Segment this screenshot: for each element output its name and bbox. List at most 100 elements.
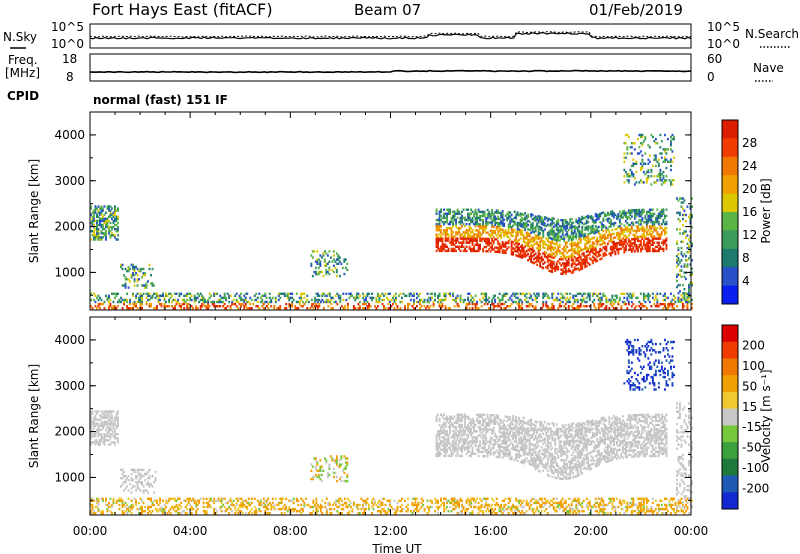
data-cell [650, 208, 653, 211]
data-cell [585, 219, 588, 222]
data-cell [602, 223, 605, 227]
data-cell [322, 292, 325, 295]
data-cell [603, 214, 606, 218]
data-cell [617, 237, 620, 241]
data-cell [528, 302, 531, 306]
data-cell [498, 455, 501, 459]
data-cell [657, 243, 660, 246]
data-cell [138, 468, 140, 472]
data-cell [321, 294, 324, 297]
data-cell [316, 262, 319, 265]
data-cell [648, 225, 651, 228]
data-cell [677, 248, 680, 252]
data-cell [378, 294, 381, 297]
data-cell [519, 431, 522, 435]
data-cell [676, 275, 678, 278]
data-cell [560, 272, 563, 275]
data-cell [584, 263, 587, 267]
data-cell [587, 235, 590, 238]
data-cell [635, 160, 638, 163]
data-cell [617, 241, 620, 245]
data-cell [387, 298, 390, 302]
data-cell [93, 230, 95, 233]
data-cell [651, 235, 654, 238]
data-cell [156, 307, 158, 310]
data-cell [576, 252, 579, 256]
data-cell [510, 455, 513, 459]
data-cell [503, 218, 506, 221]
data-cell [93, 418, 95, 421]
data-cell [627, 230, 630, 233]
data-cell [346, 302, 349, 306]
data-cell [551, 296, 554, 300]
data-cell [450, 454, 453, 458]
data-cell [635, 296, 638, 300]
data-cell [462, 241, 465, 244]
data-cell [594, 229, 597, 232]
data-cell [485, 217, 488, 220]
data-cell [142, 272, 145, 275]
data-cell [265, 300, 268, 304]
data-cell [512, 437, 515, 441]
data-cell [497, 240, 500, 243]
data-cell [557, 220, 560, 224]
data-cell [639, 243, 642, 247]
data-cell [530, 248, 533, 251]
data-cell [546, 254, 549, 257]
data-cell [452, 231, 454, 234]
data-cell [325, 264, 328, 267]
data-cell [130, 491, 133, 494]
data-cell [419, 298, 421, 302]
data-cell [325, 298, 328, 302]
data-cell [115, 437, 118, 440]
data-cell [647, 239, 650, 242]
data-cell [446, 417, 448, 420]
data-cell [129, 280, 131, 283]
data-cell [102, 223, 104, 227]
data-cell [138, 296, 140, 300]
data-cell [468, 446, 471, 449]
data-cell [489, 453, 492, 456]
data-cell [534, 229, 537, 233]
data-cell [368, 305, 370, 308]
data-cell [623, 152, 626, 155]
data-cell [160, 302, 163, 306]
data-cell [602, 242, 605, 245]
data-cell [587, 227, 590, 230]
data-cell [588, 244, 591, 248]
data-cell [492, 225, 495, 228]
data-cell [653, 229, 656, 232]
freq-panel: Freq. [MHz] 18 8 60 0 Nave [5, 52, 784, 84]
data-cell [509, 211, 512, 214]
data-cell [590, 237, 593, 241]
data-cell [325, 262, 328, 265]
data-cell [525, 430, 528, 433]
data-cell [543, 242, 546, 246]
data-cell [99, 439, 101, 442]
data-cell [324, 300, 327, 304]
data-cell [667, 302, 669, 306]
data-cell [94, 439, 97, 442]
data-cell [102, 215, 104, 218]
data-cell [642, 140, 645, 143]
data-cell [136, 474, 139, 478]
data-cell [429, 296, 432, 300]
data-cell [449, 442, 451, 445]
data-cell [587, 233, 590, 236]
data-cell [650, 133, 653, 137]
data-cell [462, 430, 465, 433]
data-cell [679, 298, 681, 301]
data-cell [441, 220, 444, 224]
data-cell [447, 233, 450, 236]
data-cell [611, 245, 614, 248]
data-cell [530, 436, 533, 439]
data-cell [458, 419, 460, 423]
data-cell [447, 292, 450, 295]
data-cell [503, 249, 506, 252]
data-cell [645, 227, 648, 230]
data-cell [603, 225, 606, 228]
data-cell [117, 228, 119, 231]
data-cell [525, 231, 528, 234]
data-cell [545, 224, 548, 228]
